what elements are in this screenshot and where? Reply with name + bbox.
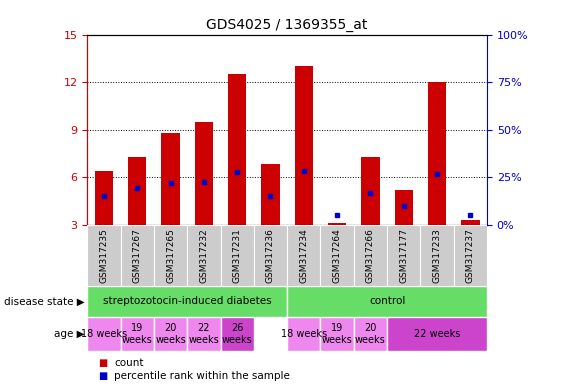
Bar xyxy=(162,133,180,225)
Bar xyxy=(320,225,354,286)
Text: GSM317266: GSM317266 xyxy=(366,228,375,283)
Bar xyxy=(361,157,379,225)
Bar xyxy=(454,225,487,286)
Bar xyxy=(354,225,387,286)
Text: 18 weeks: 18 weeks xyxy=(281,329,327,339)
Bar xyxy=(287,286,487,317)
Text: count: count xyxy=(114,358,144,368)
Bar xyxy=(254,225,287,286)
Bar xyxy=(287,225,320,286)
Bar xyxy=(354,317,387,351)
Bar xyxy=(87,225,120,286)
Bar xyxy=(87,286,287,317)
Bar xyxy=(95,171,113,225)
Bar xyxy=(320,317,354,351)
Text: age ▶: age ▶ xyxy=(54,329,84,339)
Text: GSM317234: GSM317234 xyxy=(300,228,309,283)
Bar xyxy=(87,317,120,351)
Text: 19
weeks: 19 weeks xyxy=(122,323,153,345)
Bar xyxy=(294,66,313,225)
Text: GSM317264: GSM317264 xyxy=(333,228,342,283)
Bar xyxy=(120,317,154,351)
Text: 26
weeks: 26 weeks xyxy=(222,323,253,345)
Text: ■: ■ xyxy=(99,358,108,368)
Bar xyxy=(195,122,213,225)
Title: GDS4025 / 1369355_at: GDS4025 / 1369355_at xyxy=(207,18,368,32)
Bar xyxy=(328,223,346,225)
Bar xyxy=(221,317,254,351)
Text: GSM317177: GSM317177 xyxy=(399,228,408,283)
Text: GSM317237: GSM317237 xyxy=(466,228,475,283)
Text: GSM317265: GSM317265 xyxy=(166,228,175,283)
Bar xyxy=(221,225,254,286)
Text: 22
weeks: 22 weeks xyxy=(189,323,219,345)
Text: 18 weeks: 18 weeks xyxy=(81,329,127,339)
Bar xyxy=(387,225,421,286)
Bar xyxy=(461,220,480,225)
Text: GSM317233: GSM317233 xyxy=(432,228,441,283)
Bar xyxy=(287,317,320,351)
Bar xyxy=(128,157,146,225)
Bar xyxy=(395,190,413,225)
Text: 20
weeks: 20 weeks xyxy=(155,323,186,345)
Bar xyxy=(428,82,446,225)
Text: percentile rank within the sample: percentile rank within the sample xyxy=(114,371,290,381)
Bar xyxy=(187,225,221,286)
Text: GSM317231: GSM317231 xyxy=(233,228,242,283)
Text: disease state ▶: disease state ▶ xyxy=(4,296,84,306)
Bar xyxy=(154,317,187,351)
Text: control: control xyxy=(369,296,405,306)
Text: 20
weeks: 20 weeks xyxy=(355,323,386,345)
Text: GSM317236: GSM317236 xyxy=(266,228,275,283)
Bar xyxy=(187,317,221,351)
Text: 22 weeks: 22 weeks xyxy=(414,329,460,339)
Bar xyxy=(261,164,280,225)
Text: ■: ■ xyxy=(99,371,108,381)
Bar xyxy=(421,225,454,286)
Bar xyxy=(387,317,487,351)
Text: GSM317267: GSM317267 xyxy=(133,228,142,283)
Bar xyxy=(120,225,154,286)
Text: GSM317232: GSM317232 xyxy=(199,228,208,283)
Text: GSM317235: GSM317235 xyxy=(100,228,109,283)
Bar xyxy=(154,225,187,286)
Text: streptozotocin-induced diabetes: streptozotocin-induced diabetes xyxy=(103,296,271,306)
Text: 19
weeks: 19 weeks xyxy=(321,323,352,345)
Bar xyxy=(228,74,247,225)
